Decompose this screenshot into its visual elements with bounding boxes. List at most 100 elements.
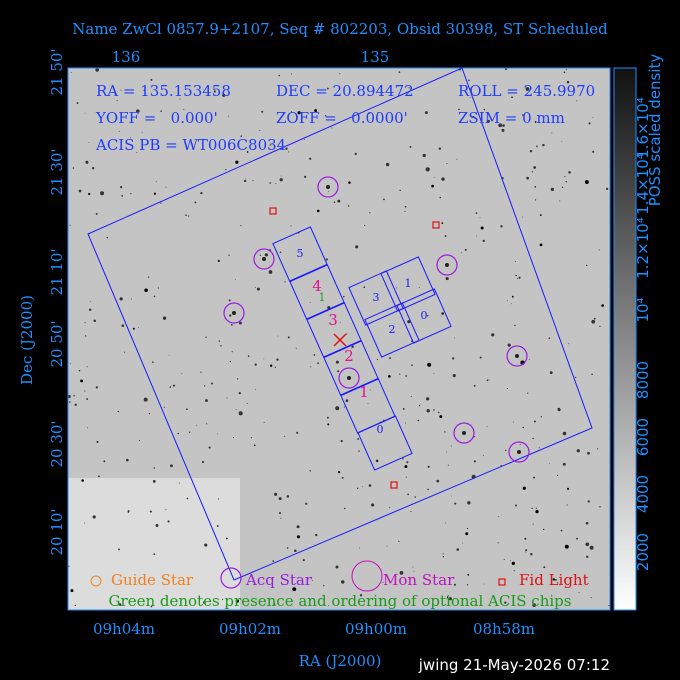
star-dot [514, 504, 518, 507]
star-dot [441, 222, 444, 224]
star-dot [157, 287, 160, 289]
chip-label: 0 [377, 423, 384, 436]
star-dot [123, 351, 126, 353]
star-dot [385, 162, 390, 167]
star-dot [540, 416, 542, 418]
star-dot [522, 114, 524, 116]
star-dot [562, 462, 566, 466]
star-dot [309, 302, 311, 303]
star-dot [593, 317, 596, 320]
star-dot [288, 151, 290, 153]
star-dot [532, 603, 536, 607]
fid-light [432, 221, 440, 229]
star-dot [426, 397, 430, 401]
star-dot [561, 186, 564, 188]
star-dot [217, 498, 220, 500]
y-tick: 21 30' [48, 148, 66, 195]
star-dot [229, 360, 232, 363]
star-dot [456, 548, 460, 551]
info: ACIS PB = WT006C8034 [95, 136, 286, 154]
star-dot [121, 195, 123, 197]
star-dot [84, 322, 86, 324]
star-dot [389, 357, 391, 360]
star-dot [84, 390, 86, 392]
star-dot [522, 216, 524, 218]
acq-star [436, 254, 458, 276]
star-dot [559, 200, 561, 202]
star-dot [491, 333, 495, 337]
star-dot [534, 121, 537, 123]
star-dot [569, 604, 571, 606]
star-dot [95, 212, 98, 215]
star-dot [309, 470, 311, 472]
chip-label: 3 [373, 291, 380, 304]
star-dot [278, 497, 282, 501]
star-dot [81, 479, 84, 482]
star-dot [446, 451, 448, 453]
star-dot [591, 319, 596, 324]
star-dot [433, 409, 435, 411]
star-dot [150, 78, 153, 81]
star-dot [382, 582, 384, 583]
star-dot [348, 181, 351, 184]
star-dot [513, 570, 515, 572]
star-dot [375, 459, 379, 463]
star-dot [591, 373, 593, 376]
star-dot [469, 96, 471, 98]
star-dot [324, 115, 327, 117]
star-dot [203, 601, 206, 604]
star-dot [530, 553, 533, 556]
star-dot [91, 167, 95, 170]
star-dot [259, 254, 261, 256]
star-dot [205, 336, 207, 338]
star-dot [497, 542, 499, 544]
star-dot [531, 171, 534, 173]
star-dot [232, 437, 234, 439]
star-dot [136, 152, 138, 154]
chip-label: 5 [297, 247, 304, 260]
star-dot [239, 225, 241, 227]
star-dot [95, 386, 98, 389]
star-dot [511, 96, 513, 99]
star-dot [286, 547, 289, 549]
star-dot [439, 415, 443, 419]
y-tick: 20 10' [48, 508, 66, 555]
star-dot [346, 333, 348, 335]
star-dot [331, 127, 333, 129]
star-dot [533, 420, 536, 423]
star-dot [550, 187, 554, 191]
star-dot [442, 556, 444, 558]
star-dot [466, 584, 469, 586]
star-dot [195, 424, 197, 426]
chip [323, 340, 379, 396]
x-label: RA (J2000) [299, 652, 382, 670]
star-dot [527, 392, 529, 394]
star-dot [486, 379, 489, 382]
star-dot [254, 286, 256, 288]
star-dot [210, 382, 213, 385]
star-dot [345, 399, 349, 402]
star-dot [238, 392, 241, 395]
star-dot [599, 325, 601, 328]
star-dot [510, 303, 512, 305]
star-dot [296, 535, 301, 539]
star-dot [253, 444, 256, 447]
x-tick: 09h00m [345, 620, 407, 638]
star-dot [310, 366, 312, 368]
star-dot [222, 598, 224, 600]
star-dot [396, 287, 398, 289]
star-dot [246, 151, 249, 153]
star-dot [228, 254, 230, 256]
star-core [445, 263, 449, 267]
star-dot [532, 523, 534, 525]
star-dot [427, 362, 432, 367]
star-dot [386, 545, 388, 547]
star-dot [274, 366, 276, 369]
star-dot [347, 205, 350, 207]
star-dot [408, 87, 410, 89]
star-dot [309, 157, 312, 160]
chip-label: 0 [421, 309, 428, 322]
star-dot [468, 79, 470, 82]
star-dot [143, 89, 145, 91]
star-dot [498, 516, 500, 517]
